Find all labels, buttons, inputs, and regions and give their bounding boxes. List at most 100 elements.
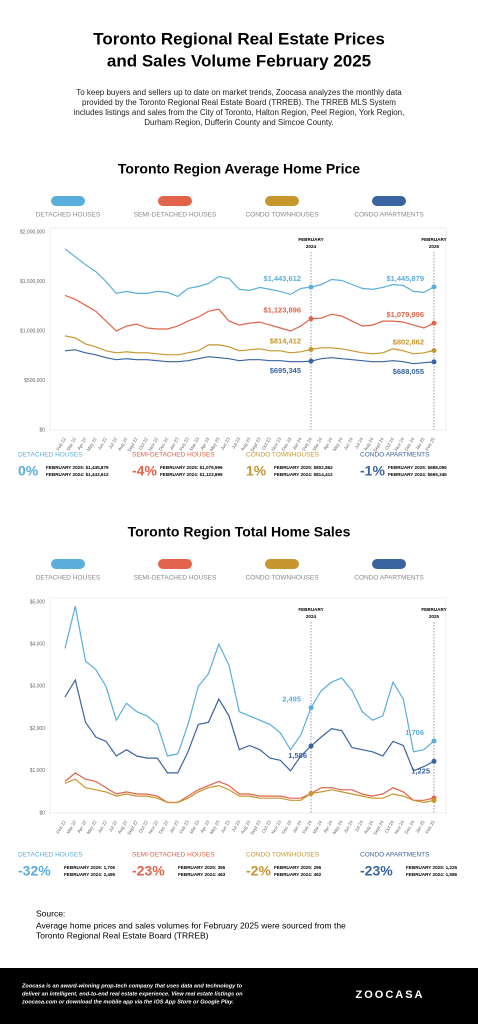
intro: Durham Region, Dufferin County and Simco… xyxy=(144,118,334,127)
x-tick-label: Sept 23 xyxy=(249,819,261,836)
series-line xyxy=(64,678,435,774)
series-line xyxy=(64,248,435,298)
x-tick-label: Apr 22 xyxy=(76,436,87,451)
footer-line: deliver an intelligent, end-to-end real … xyxy=(22,991,243,997)
value-label: $1,445,879 xyxy=(386,274,424,283)
x-tick-label: Sept 24 xyxy=(372,436,384,453)
legend-swatch xyxy=(158,559,192,569)
x-tick-label: Apr 22 xyxy=(76,819,87,834)
annotation: FEBRUARY xyxy=(298,237,323,242)
summary-change: -1% xyxy=(360,463,385,479)
source-line: Average home prices and sales volumes fo… xyxy=(36,920,346,930)
x-tick-label: Jun 23 xyxy=(220,819,231,834)
legend-swatch xyxy=(265,196,299,206)
value-label: 1,586 xyxy=(288,751,307,760)
chart-title: Toronto Region Total Home Sales xyxy=(128,524,351,540)
x-tick-label: Mar 22 xyxy=(66,819,78,834)
point xyxy=(431,758,437,764)
value-label: 1,225 xyxy=(411,766,430,775)
summary-change: -23% xyxy=(360,863,393,879)
x-tick-label: Mar 23 xyxy=(189,819,201,834)
y-tick-label: $5,000 xyxy=(30,599,46,605)
summary-change: 0% xyxy=(18,463,39,479)
x-tick-label: Feb 23 xyxy=(178,819,190,834)
x-tick-label: Jun 24 xyxy=(343,436,354,451)
value-label: $1,443,612 xyxy=(263,274,301,283)
title: Toronto Regional Real Estate Prices xyxy=(93,29,385,48)
x-tick-label: Mar 24 xyxy=(312,819,324,834)
summary-name: DETACHED HOUSES xyxy=(18,852,83,859)
x-tick-label: Jan 23 xyxy=(168,436,179,451)
series-line xyxy=(64,606,435,757)
x-tick-label: Jan 24 xyxy=(291,819,302,834)
summary-line: FEBRUARY 2024: $1,443,612 xyxy=(46,472,109,477)
legend-label: CONDO TOWNHOUSES xyxy=(245,212,319,219)
x-tick-label: Apr 24 xyxy=(322,436,333,451)
legend-swatch xyxy=(51,559,85,569)
y-tick-label: $2,000 xyxy=(30,726,46,732)
point xyxy=(308,346,314,352)
x-tick-label: Sept 23 xyxy=(249,436,261,453)
x-tick-label: Oct 23 xyxy=(261,436,272,451)
x-tick-label: May 24 xyxy=(332,436,344,452)
value-label: $814,412 xyxy=(270,336,301,345)
value-label: 2,495 xyxy=(282,695,301,704)
chart-title: Toronto Region Average Home Price xyxy=(118,161,360,177)
x-tick-label: Feb 22 xyxy=(55,819,67,834)
legend-label: CONDO TOWNHOUSES xyxy=(245,575,319,582)
x-tick-label: May 23 xyxy=(209,819,221,835)
summary-line: FEBRUARY 2025: 1,706 xyxy=(64,865,116,870)
x-tick-label: Jul 22 xyxy=(108,436,119,450)
x-tick-label: Sept 22 xyxy=(126,819,138,836)
summary-line: FEBRUARY 2024: 462 xyxy=(274,872,322,877)
y-tick-label: $3,000 xyxy=(30,684,46,690)
footer-line: zoocasa.com or download the mobile app v… xyxy=(21,999,234,1005)
legend-label: DETACHED HOUSES xyxy=(36,575,101,582)
x-tick-label: Apr 23 xyxy=(199,819,210,834)
point xyxy=(431,348,437,354)
series-line xyxy=(64,335,435,356)
summary-line: FEBRUARY 2025: 1,225 xyxy=(406,865,458,870)
x-tick-label: Jan 23 xyxy=(168,819,179,834)
annotation: FEBRUARY xyxy=(421,237,446,242)
x-tick-label: Oct 24 xyxy=(384,819,395,834)
x-tick-label: May 24 xyxy=(332,819,344,835)
legend-label: CONDO APARTMENTS xyxy=(354,575,424,582)
x-tick-label: Aug 24 xyxy=(363,436,375,451)
x-tick-label: Jul 23 xyxy=(231,436,242,450)
annotation: 2025 xyxy=(429,614,440,619)
x-tick-label: Nov 23 xyxy=(271,819,283,834)
series-line xyxy=(64,294,435,332)
summary-change: -2% xyxy=(246,863,271,879)
intro: includes listings and sales from the Cit… xyxy=(74,108,405,117)
value-label: $802,862 xyxy=(393,338,424,347)
summary-line: FEBRUARY 2025: $1,445,879 xyxy=(46,465,109,470)
summary-name: SEMI-DETACHED HOUSES xyxy=(132,452,215,459)
x-tick-label: Feb 25 xyxy=(424,819,436,834)
x-tick-label: Jan 25 xyxy=(414,819,425,834)
x-tick-label: May 22 xyxy=(86,436,98,452)
value-label: $688,055 xyxy=(393,367,424,376)
footer-line: Zoocasa is an award-winning prop-tech co… xyxy=(21,983,243,989)
x-tick-label: Apr 23 xyxy=(199,436,210,451)
value-label: $1,123,896 xyxy=(263,306,301,315)
x-tick-label: Jun 22 xyxy=(97,819,108,834)
x-tick-label: Oct 23 xyxy=(261,819,272,834)
x-tick-label: Mar 23 xyxy=(189,436,201,451)
legend-label: SEMI-DETACHED HOUSES xyxy=(134,212,217,219)
legend-swatch xyxy=(372,559,406,569)
source-line: Toronto Regional Real Estate Board (TRRE… xyxy=(36,930,209,940)
summary-line: FEBRUARY 2025: 296 xyxy=(274,865,322,870)
x-tick-label: May 22 xyxy=(86,819,98,835)
x-tick-label: Jul 22 xyxy=(108,819,119,833)
x-tick-label: Mar 22 xyxy=(66,436,78,451)
logo: ZOOCASA xyxy=(356,989,425,1001)
summary-change: -32% xyxy=(18,863,51,879)
x-tick-label: Dec 23 xyxy=(281,819,293,834)
legend-label: CONDO APARTMENTS xyxy=(354,212,424,219)
summary-line: FEBRUARY 2025: $688,055 xyxy=(388,465,447,470)
summary-line: FEBRUARY 2024: 1,586 xyxy=(406,872,458,877)
x-tick-label: Feb 24 xyxy=(301,436,313,451)
